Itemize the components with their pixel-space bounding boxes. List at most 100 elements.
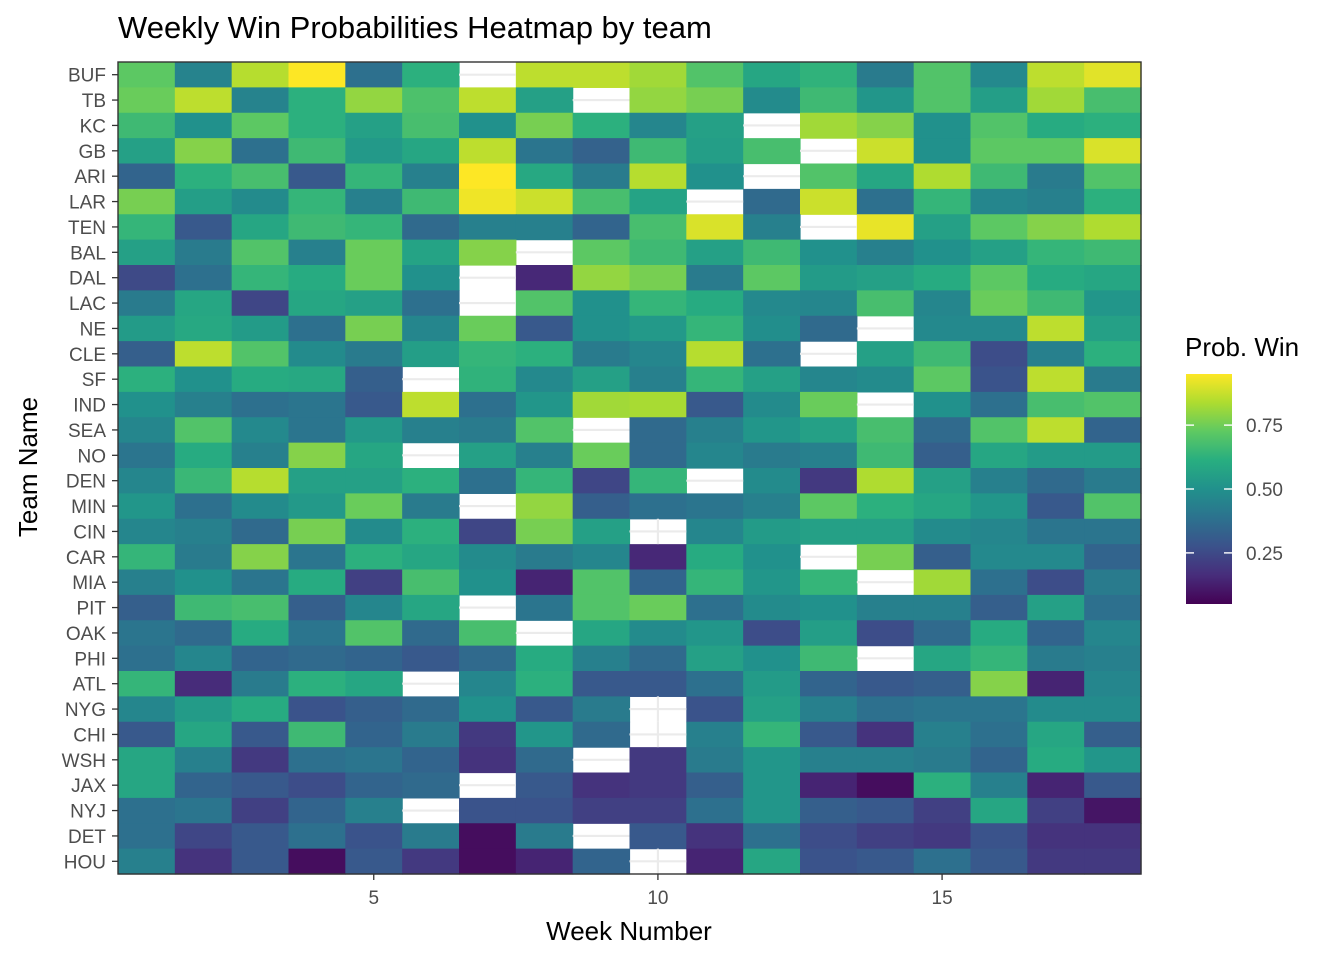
y-tick-label: CHI [73, 725, 106, 746]
heatmap-cell [572, 188, 631, 215]
heatmap-cell [402, 163, 460, 190]
heatmap-cell [913, 62, 972, 88]
heatmap-cell [459, 544, 517, 571]
heatmap-cell [970, 62, 1028, 88]
heatmap-cell [174, 417, 233, 444]
heatmap-cell [572, 569, 631, 596]
heatmap-cell [1084, 594, 1142, 621]
heatmap-cell [856, 188, 915, 215]
heatmap-cell [118, 797, 176, 824]
y-tick-label: WSH [62, 751, 106, 772]
heatmap-cell [743, 62, 801, 88]
heatmap-cell [174, 341, 233, 368]
heatmap-cell [800, 315, 858, 342]
heatmap-cell [800, 239, 858, 266]
heatmap-cell [856, 797, 915, 824]
heatmap-cell [459, 214, 517, 241]
heatmap-cell [402, 594, 460, 621]
heatmap-cell [629, 569, 687, 596]
heatmap-cell [402, 620, 460, 647]
heatmap-cell [118, 696, 176, 723]
heatmap-cell [1027, 290, 1085, 317]
heatmap-cell [1084, 721, 1142, 748]
heatmap-cell [686, 797, 744, 824]
heatmap-cell [174, 544, 233, 571]
heatmap-cell [402, 214, 460, 241]
heatmap-cell [402, 721, 460, 748]
heatmap-cell [913, 594, 972, 621]
heatmap-cell [970, 265, 1028, 291]
heatmap-cell [629, 62, 687, 88]
heatmap-cell [288, 721, 346, 748]
heatmap-cell [913, 620, 972, 647]
heatmap-cell [856, 772, 915, 799]
heatmap-cell [345, 518, 403, 545]
heatmap-cell [174, 772, 233, 799]
heatmap-cell [913, 417, 972, 444]
heatmap-cell [345, 848, 403, 875]
heatmap-cell [231, 696, 290, 723]
heatmap-cell [402, 518, 460, 545]
heatmap-cells [118, 62, 1142, 875]
heatmap-cell [686, 569, 744, 596]
heatmap-cell [118, 391, 176, 418]
heatmap-cell [288, 112, 346, 139]
heatmap-cell [629, 468, 687, 494]
heatmap-cell [402, 468, 460, 494]
heatmap-cell [459, 163, 517, 190]
y-tick-label: BUF [68, 66, 106, 87]
heatmap-cell [1084, 163, 1142, 190]
heatmap-cell [1027, 518, 1085, 545]
heatmap-cell [800, 391, 858, 418]
heatmap-cell [800, 797, 858, 824]
heatmap-cell [629, 265, 687, 291]
heatmap-cell [743, 772, 801, 799]
heatmap-cell [118, 823, 176, 850]
heatmap-cell [686, 341, 744, 368]
heatmap-cell [970, 620, 1028, 647]
heatmap-cell [970, 112, 1028, 139]
heatmap-cell [800, 442, 858, 469]
heatmap-cell [629, 391, 687, 418]
heatmap-cell [1027, 366, 1085, 393]
heatmap-cell [345, 493, 403, 520]
y-tick-label: NYJ [70, 802, 106, 823]
heatmap-cell [288, 493, 346, 520]
heatmap-cell [686, 594, 744, 621]
heatmap-cell [345, 341, 403, 368]
heatmap-cell [629, 493, 687, 520]
heatmap-cell [1027, 797, 1085, 824]
y-tick-label: TB [82, 91, 106, 112]
heatmap-cell [231, 341, 290, 368]
heatmap-cell [402, 112, 460, 139]
heatmap-cell [231, 493, 290, 520]
heatmap-cell [1084, 112, 1142, 139]
heatmap-cell [345, 87, 403, 114]
heatmap-cell [572, 341, 631, 368]
heatmap-cell [118, 772, 176, 799]
heatmap-cell [970, 468, 1028, 494]
heatmap-cell [629, 366, 687, 393]
heatmap-cell [231, 366, 290, 393]
heatmap-cell [970, 518, 1028, 545]
heatmap-cell [118, 138, 176, 165]
heatmap-cell [743, 747, 801, 774]
heatmap-cell [743, 138, 801, 165]
heatmap-cell [743, 239, 801, 266]
heatmap-cell [402, 747, 460, 774]
heatmap-cell [856, 239, 915, 266]
heatmap-cell [1084, 188, 1142, 215]
y-tick-label: BAL [70, 243, 106, 264]
heatmap-cell [572, 544, 631, 571]
heatmap-cell [231, 594, 290, 621]
heatmap-cell [345, 569, 403, 596]
heatmap-cell [800, 671, 858, 697]
heatmap-cell [288, 696, 346, 723]
y-tick-label: ARI [74, 167, 106, 188]
heatmap-cell [970, 163, 1028, 190]
heatmap-cell [174, 747, 233, 774]
heatmap-cell [1027, 493, 1085, 520]
heatmap-cell [231, 214, 290, 241]
heatmap-cell [1027, 341, 1085, 368]
heatmap-cell [345, 696, 403, 723]
